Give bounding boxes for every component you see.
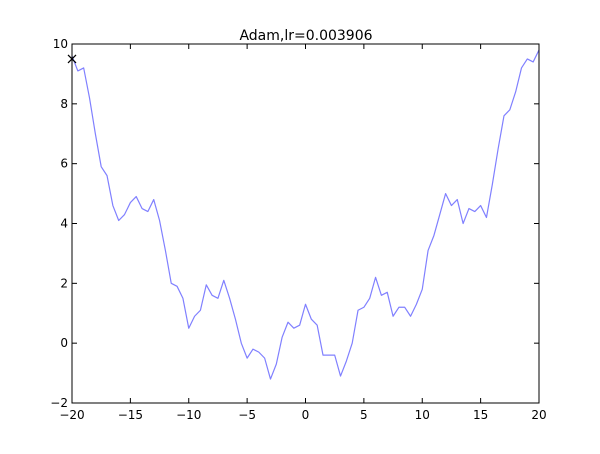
x-tick-label: −10 xyxy=(176,408,201,422)
y-tick-label: 10 xyxy=(53,37,68,51)
x-axis-ticks: −20 −15 −10 −5 0 5 10 15 20 xyxy=(59,44,547,422)
y-tick-label: 4 xyxy=(60,217,68,231)
y-tick-label: 6 xyxy=(60,157,68,171)
x-tick-label: −5 xyxy=(238,408,256,422)
axes-frame xyxy=(71,43,540,404)
x-tick-label: 15 xyxy=(473,408,488,422)
series-line-0 xyxy=(71,49,540,380)
x-tick-label: 20 xyxy=(531,408,546,422)
chart-title: Adam,lr=0.003906 xyxy=(239,28,372,44)
x-tick-label: 0 xyxy=(302,408,310,422)
x-tick-label: 5 xyxy=(360,408,368,422)
y-axis-ticks: −2 0 2 4 6 8 10 xyxy=(50,37,539,410)
x-tick-label: −20 xyxy=(59,408,84,422)
x-tick-label: 10 xyxy=(415,408,430,422)
y-tick-label: 2 xyxy=(60,276,68,290)
y-tick-label: 8 xyxy=(60,97,68,111)
x-tick-label: −15 xyxy=(118,408,143,422)
y-tick-label: 0 xyxy=(60,336,68,350)
y-tick-label: −2 xyxy=(50,396,68,410)
